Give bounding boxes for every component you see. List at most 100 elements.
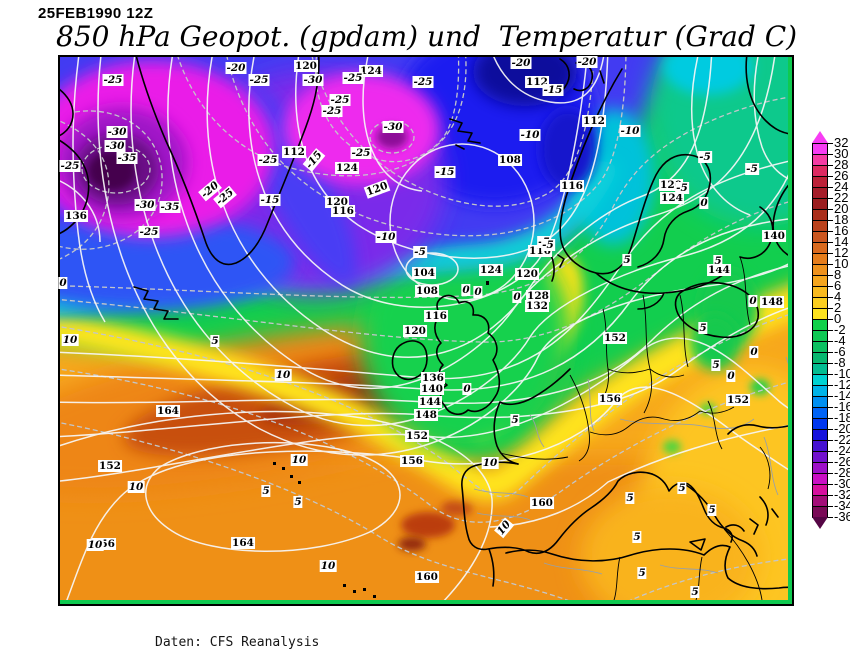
colorbar-cell xyxy=(813,166,827,177)
colorbar-tick xyxy=(828,407,833,408)
colorbar-tick-label: 2 xyxy=(834,300,842,315)
colorbar-tick xyxy=(828,286,833,287)
colorbar-tick-label: 26 xyxy=(834,168,849,183)
colorbar-cell xyxy=(813,474,827,485)
colorbar-tick-label: 4 xyxy=(834,289,842,304)
colorbar-tick xyxy=(828,484,833,485)
colorbar-cell xyxy=(813,188,827,199)
colorbar-tick xyxy=(828,330,833,331)
colorbar-tick xyxy=(828,187,833,188)
colorbar-tick-label: 0 xyxy=(834,311,842,326)
run-timestamp: 25FEB1990 12Z xyxy=(38,5,154,22)
colorbar-arrow-up xyxy=(812,131,828,143)
colorbar-tick xyxy=(828,363,833,364)
colorbar-cells xyxy=(812,143,828,518)
colorbar-tick-label: -30 xyxy=(834,476,850,491)
map-title: 850 hPa Geopot. (gpdam) und Temperatur (… xyxy=(56,20,798,53)
colorbar-tick-label: 6 xyxy=(834,278,842,293)
colorbar-tick-label: 22 xyxy=(834,190,849,205)
colorbar: 32 30 28 26 24 22 20 18 16 14 12 10 8 6 4 2 0 -2 -4 -6 -8 -10… xyxy=(812,131,850,543)
colorbar-tick-label: 20 xyxy=(834,201,849,216)
colorbar-tick xyxy=(828,517,833,518)
colorbar-cell xyxy=(813,353,827,364)
colorbar-cell xyxy=(813,254,827,265)
colorbar-tick xyxy=(828,143,833,144)
colorbar-tick xyxy=(828,396,833,397)
colorbar-tick-label: -20 xyxy=(834,421,850,436)
colorbar-cell xyxy=(813,243,827,254)
colorbar-cell xyxy=(813,496,827,507)
colorbar-tick-label: -6 xyxy=(834,344,846,359)
colorbar-tick xyxy=(828,473,833,474)
colorbar-tick-label: 32 xyxy=(834,135,849,150)
colorbar-tick-label: -12 xyxy=(834,377,850,392)
colorbar-cell xyxy=(813,375,827,386)
colorbar-tick xyxy=(828,242,833,243)
colorbar-tick xyxy=(828,341,833,342)
colorbar-cell xyxy=(813,298,827,309)
colorbar-tick-label: -4 xyxy=(834,333,846,348)
colorbar-cell xyxy=(813,485,827,496)
colorbar-tick-label: -8 xyxy=(834,355,846,370)
geopotential-contours xyxy=(60,57,788,600)
colorbar-tick-label: 28 xyxy=(834,157,849,172)
footer-credits: Daten: CFS Reanalysis (C) Wetterzentrale… xyxy=(155,604,319,657)
colorbar-tick xyxy=(828,231,833,232)
rivers xyxy=(473,356,788,575)
colorbar-cell xyxy=(813,221,827,232)
colorbar-tick-label: -28 xyxy=(834,465,850,480)
colorbar-cell xyxy=(813,463,827,474)
colorbar-cell xyxy=(813,265,827,276)
colorbar-tick-label: -16 xyxy=(834,399,850,414)
colorbar-arrow-down xyxy=(812,517,828,529)
colorbar-tick-label: -22 xyxy=(834,432,850,447)
colorbar-tick xyxy=(828,264,833,265)
colorbar-tick xyxy=(828,374,833,375)
colorbar-cell xyxy=(813,430,827,441)
colorbar-tick xyxy=(828,429,833,430)
colorbar-tick xyxy=(828,319,833,320)
colorbar-cell xyxy=(813,419,827,430)
colorbar-cell xyxy=(813,386,827,397)
colorbar-cell xyxy=(813,331,827,342)
colorbar-tick-label: -10 xyxy=(834,366,850,381)
colorbar-cell xyxy=(813,199,827,210)
colorbar-tick xyxy=(828,308,833,309)
colorbar-tick xyxy=(828,451,833,452)
colorbar-tick xyxy=(828,198,833,199)
colorbar-cell xyxy=(813,177,827,188)
colorbar-tick-label: 18 xyxy=(834,212,849,227)
colorbar-cell xyxy=(813,441,827,452)
footer-data-source: Daten: CFS Reanalysis xyxy=(155,635,320,650)
colorbar-tick-label: -2 xyxy=(834,322,846,337)
colorbar-tick xyxy=(828,506,833,507)
colorbar-tick-label: -18 xyxy=(834,410,850,425)
colorbar-cell xyxy=(813,309,827,320)
colorbar-cell xyxy=(813,144,827,155)
colorbar-tick-label: 10 xyxy=(834,256,849,271)
colorbar-cell xyxy=(813,342,827,353)
colorbar-tick xyxy=(828,253,833,254)
colorbar-cell xyxy=(813,232,827,243)
colorbar-tick xyxy=(828,165,833,166)
colorbar-tick xyxy=(828,154,833,155)
colorbar-cell xyxy=(813,397,827,408)
colorbar-tick xyxy=(828,176,833,177)
colorbar-tick-label: -14 xyxy=(834,388,850,403)
colorbar-tick xyxy=(828,385,833,386)
colorbar-cell xyxy=(813,364,827,375)
colorbar-tick xyxy=(828,462,833,463)
colorbar-tick-label: 24 xyxy=(834,179,849,194)
colorbar-tick-label: 8 xyxy=(834,267,842,282)
colorbar-tick xyxy=(828,275,833,276)
colorbar-tick-label: 30 xyxy=(834,146,849,161)
colorbar-cell xyxy=(813,155,827,166)
colorbar-tick-label: 12 xyxy=(834,245,849,260)
map-frame xyxy=(58,55,794,606)
coastlines xyxy=(60,57,788,590)
colorbar-tick-label: -26 xyxy=(834,454,850,469)
colorbar-tick xyxy=(828,297,833,298)
colorbar-tick xyxy=(828,440,833,441)
colorbar-cell xyxy=(813,287,827,298)
